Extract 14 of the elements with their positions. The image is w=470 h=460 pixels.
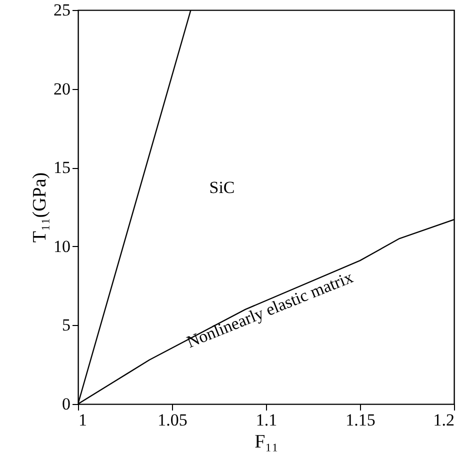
y-tick-label: 5 <box>62 316 70 335</box>
x-tick-label: 1 <box>78 410 87 430</box>
y-tick-label: 25 <box>54 0 70 20</box>
y-axis-title: T₁₁(GPa) <box>30 172 50 243</box>
y-tick-label: 0 <box>62 394 70 414</box>
y-tick-label: 15 <box>54 158 70 178</box>
x-tick-label: 1.15 <box>346 410 376 430</box>
y-tick-label: 20 <box>54 79 70 98</box>
y-tick-label: 10 <box>54 236 70 256</box>
x-tick-label: 1.2 <box>433 410 454 430</box>
x-axis-title: F₁₁ <box>254 432 278 452</box>
x-tick-label: 1.1 <box>256 410 278 430</box>
annotation: SiC <box>209 178 235 197</box>
x-tick-label: 1.05 <box>158 410 188 430</box>
